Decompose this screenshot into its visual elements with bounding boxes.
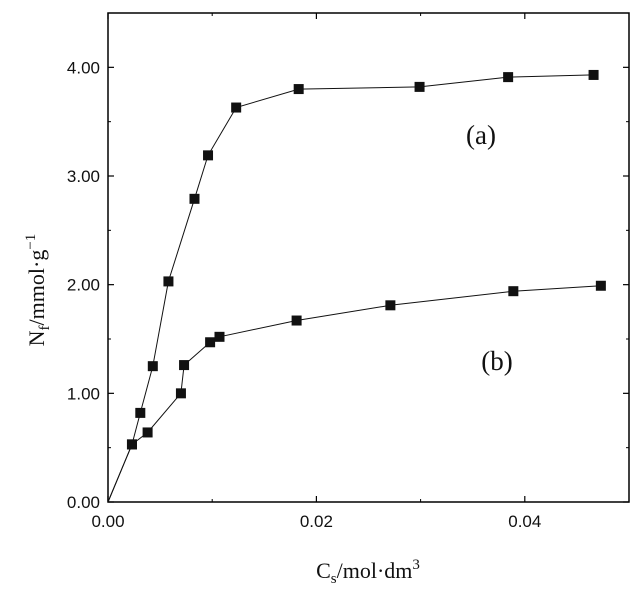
x-tick-label: 0.00: [91, 512, 124, 531]
series-a-point: [414, 81, 425, 92]
y-axis-title-sup: −1: [23, 234, 39, 250]
series-b-point: [595, 280, 606, 291]
series-a-line: [107, 74, 594, 503]
axis-tick-labels: 0.00 1.00 2.00 3.00 4.00 0.00 0.02 0.04: [67, 58, 541, 531]
series-b-point: [214, 331, 225, 342]
series-a-point: [503, 72, 514, 83]
series-points: [126, 69, 606, 450]
series-a-point: [189, 193, 200, 204]
y-tick-label: 2.00: [67, 276, 100, 295]
series-b-label: (b): [481, 346, 512, 376]
y-tick-label: 1.00: [67, 384, 100, 403]
series-lines: [107, 74, 601, 503]
series-a-point: [147, 361, 158, 372]
series-b-point: [385, 300, 396, 311]
y-tick-label: 4.00: [67, 58, 100, 77]
x-tick-label: 0.02: [300, 512, 333, 531]
series-a-point: [163, 276, 174, 287]
axis-ticks: [107, 13, 629, 503]
y-axis-title-base: N: [24, 330, 49, 346]
series-a-label: (a): [466, 120, 496, 150]
series-b-point: [205, 337, 216, 348]
series-b-point: [291, 315, 302, 326]
series-b-point: [126, 439, 137, 450]
series-b-point: [175, 388, 186, 399]
y-axis-title: Nf/mmol·g−1: [23, 234, 53, 347]
x-axis-title: Cs/mol·dm3: [316, 557, 420, 587]
x-axis-title-rest: /mol·dm: [337, 558, 413, 583]
x-axis-title-sup: 3: [412, 557, 420, 573]
y-tick-label: 3.00: [67, 167, 100, 186]
y-axis-title-rest: /mmol·g: [24, 250, 49, 326]
x-axis-title-base: C: [316, 558, 331, 583]
series-a-point: [293, 84, 304, 95]
plot-frame: [107, 12, 630, 503]
series-b-point: [179, 360, 190, 371]
series-a-point: [135, 407, 146, 418]
series-b-point: [508, 286, 519, 297]
y-axis-title-sub: f: [37, 325, 53, 330]
y-tick-label: 0.00: [67, 493, 100, 512]
series-b-point: [142, 427, 153, 438]
series-a-point: [231, 102, 242, 113]
x-tick-label: 0.04: [508, 512, 541, 531]
series-a-point: [588, 69, 599, 80]
series-a-point: [203, 150, 214, 161]
x-axis-title-sub: s: [331, 571, 337, 587]
